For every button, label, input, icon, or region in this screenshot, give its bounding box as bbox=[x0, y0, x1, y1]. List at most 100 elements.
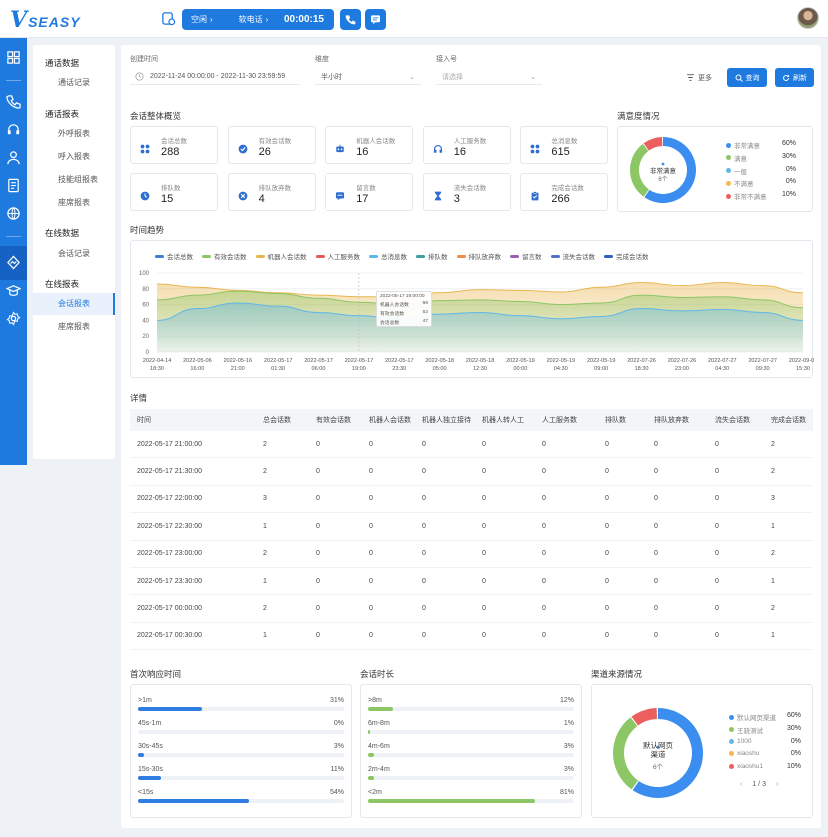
channel-slice[interactable] bbox=[613, 717, 639, 790]
series-line[interactable] bbox=[156, 302, 804, 321]
column-header[interactable]: 人工服务数 bbox=[542, 417, 577, 424]
satisfaction-slice[interactable] bbox=[643, 137, 663, 151]
column-header[interactable]: 有效会话数 bbox=[316, 417, 351, 424]
date-range-picker[interactable]: 2022-11-24 00:00:00 - 2022-11-30 23:59:5… bbox=[130, 69, 300, 85]
progress-pct: 0% bbox=[333, 720, 344, 727]
legend-item[interactable]: 1000 bbox=[729, 738, 751, 745]
stat-label: 机器人会话数 bbox=[356, 138, 396, 145]
column-header[interactable]: 总会话数 bbox=[263, 417, 291, 424]
legend-name: 有效会话数 bbox=[214, 254, 247, 261]
users-icon[interactable] bbox=[6, 150, 21, 165]
settings-icon[interactable] bbox=[6, 311, 21, 326]
legend-item[interactable]: 非常满意 bbox=[726, 140, 760, 150]
progress-label: 45s-1m bbox=[138, 720, 162, 727]
trend-legend-item[interactable]: 排队数 bbox=[416, 251, 448, 261]
legend-item[interactable]: 一般 bbox=[726, 166, 747, 176]
trend-legend-item[interactable]: 排队放弃数 bbox=[456, 251, 501, 261]
cap-icon[interactable] bbox=[6, 283, 21, 298]
trend-legend-item[interactable]: 有效会话数 bbox=[202, 251, 247, 261]
detail-title: 详情 bbox=[130, 393, 148, 403]
nav-item-inbound-report[interactable]: 呼入报表 bbox=[58, 152, 90, 161]
legend-name: 1000 bbox=[737, 737, 752, 745]
x-tick-label: 2022-05-18 12:30 bbox=[466, 358, 495, 372]
nav-item-seat-report[interactable]: 座席报表 bbox=[58, 198, 90, 207]
y-tick-label: 100 bbox=[139, 271, 150, 277]
trend-legend-item[interactable]: 总消息数 bbox=[369, 251, 407, 261]
avatar[interactable] bbox=[797, 7, 819, 29]
column-header[interactable]: 机器人转人工 bbox=[482, 417, 524, 424]
legend-item[interactable]: 默认网页渠道 bbox=[729, 712, 776, 722]
trend-legend-item[interactable]: 人工服务数 bbox=[315, 251, 360, 261]
trend-chart[interactable]: 0 20 40 60 80 100 2022-04-14 18:30 2022-05-06 16:… bbox=[131, 241, 814, 379]
table-cell: 0 bbox=[542, 605, 546, 613]
column-header[interactable]: 排队数 bbox=[605, 417, 626, 424]
legend-pct: 0% bbox=[790, 737, 801, 745]
nav-item-outbound-report[interactable]: 外呼报表 bbox=[58, 129, 90, 138]
agent-status[interactable]: 空闲 bbox=[191, 15, 207, 24]
stat-card: 机器人会话数 16 bbox=[325, 126, 414, 164]
progress-label: 2m-4m bbox=[368, 766, 390, 773]
table-cell: 0 bbox=[654, 550, 658, 558]
nav-item-skill-group-report[interactable]: 技能组报表 bbox=[58, 175, 98, 184]
next-page-button[interactable]: › bbox=[775, 781, 779, 788]
dimension-select[interactable]: 半小时 ⌄ bbox=[315, 69, 421, 85]
channel-slice[interactable] bbox=[631, 708, 657, 726]
legend-item[interactable]: xiaoshu1 bbox=[729, 763, 763, 770]
call-status-bar[interactable]: 空闲 › 软电话 › 00:00:15 bbox=[182, 9, 334, 30]
series-line[interactable] bbox=[156, 281, 804, 298]
message-button[interactable] bbox=[365, 9, 386, 30]
progress-item: 15s-30s 11% bbox=[138, 766, 344, 780]
satisfaction-donut bbox=[630, 137, 696, 203]
legend-item[interactable]: 王骁测试 bbox=[729, 725, 763, 735]
progress-fill bbox=[368, 730, 371, 734]
legend-item[interactable]: 满意 bbox=[726, 153, 747, 163]
table-cell: 2022-05-17 22:30:00 bbox=[137, 522, 202, 530]
nav-item-call-records[interactable]: 通话记录 bbox=[58, 78, 90, 87]
call-icon[interactable] bbox=[6, 94, 21, 109]
phone-settings-icon[interactable] bbox=[161, 11, 176, 26]
progress-item: 30s-45s 3% bbox=[138, 743, 344, 757]
access-number-select[interactable]: 请选择 ⌄ bbox=[436, 69, 542, 85]
refresh-button[interactable]: 刷新 bbox=[775, 68, 814, 87]
query-button[interactable]: 查询 bbox=[727, 68, 767, 87]
stat-value: 17 bbox=[356, 193, 369, 205]
online-chart-icon[interactable] bbox=[6, 255, 21, 270]
legend-item[interactable]: 非常不满意 bbox=[726, 191, 767, 201]
phone-mode[interactable]: 软电话 bbox=[238, 15, 263, 24]
progress-fill bbox=[368, 776, 375, 780]
nav-item-online-seat-report[interactable]: 座席报表 bbox=[58, 322, 90, 331]
dashboard-icon[interactable] bbox=[6, 50, 21, 65]
more-filters-button[interactable]: 更多 bbox=[683, 68, 715, 87]
satisfaction-slice[interactable] bbox=[630, 143, 649, 197]
prev-page-button[interactable]: ‹ bbox=[740, 781, 743, 788]
trend-legend-item[interactable]: 完成会话数 bbox=[604, 251, 649, 261]
satisfaction-slice[interactable] bbox=[644, 137, 696, 203]
report-icon[interactable] bbox=[6, 178, 21, 193]
legend-item[interactable]: xiaoshu bbox=[729, 750, 759, 757]
column-header[interactable]: 时间 bbox=[137, 417, 151, 424]
trend-legend-item[interactable]: 流失会话数 bbox=[550, 251, 595, 261]
headset-icon[interactable] bbox=[6, 122, 21, 137]
trend-legend-item[interactable]: 会话总数 bbox=[155, 251, 193, 261]
nav-group-title: 通话报表 bbox=[45, 109, 80, 119]
column-header[interactable]: 完成会话数 bbox=[771, 417, 806, 424]
nav-item-session-report[interactable]: 会话报表 bbox=[33, 293, 115, 315]
series-line[interactable] bbox=[156, 290, 804, 309]
trend-legend-item[interactable]: 留言数 bbox=[510, 251, 542, 261]
nav-item-session-records[interactable]: 会话记录 bbox=[58, 249, 90, 258]
globe-icon[interactable] bbox=[6, 206, 21, 221]
column-header[interactable]: 机器人会话数 bbox=[369, 417, 411, 424]
column-header[interactable]: 排队放弃数 bbox=[654, 417, 689, 424]
channel-slice[interactable] bbox=[632, 708, 703, 798]
progress-label: >1m bbox=[138, 697, 152, 704]
phone-button[interactable] bbox=[340, 9, 361, 30]
column-header[interactable]: 流失会话数 bbox=[715, 417, 750, 424]
column-header[interactable]: 机器人独立接待 bbox=[422, 417, 471, 424]
legend-name: 非常不满意 bbox=[734, 194, 767, 202]
progress-fill bbox=[138, 776, 161, 780]
legend-item[interactable]: 不满意 bbox=[726, 178, 754, 188]
clock-icon bbox=[135, 72, 144, 81]
x-tick-label: 2022-05-18 05:00 bbox=[425, 358, 454, 372]
refresh-icon bbox=[783, 74, 789, 81]
trend-legend-item[interactable]: 机器人会话数 bbox=[255, 251, 307, 261]
